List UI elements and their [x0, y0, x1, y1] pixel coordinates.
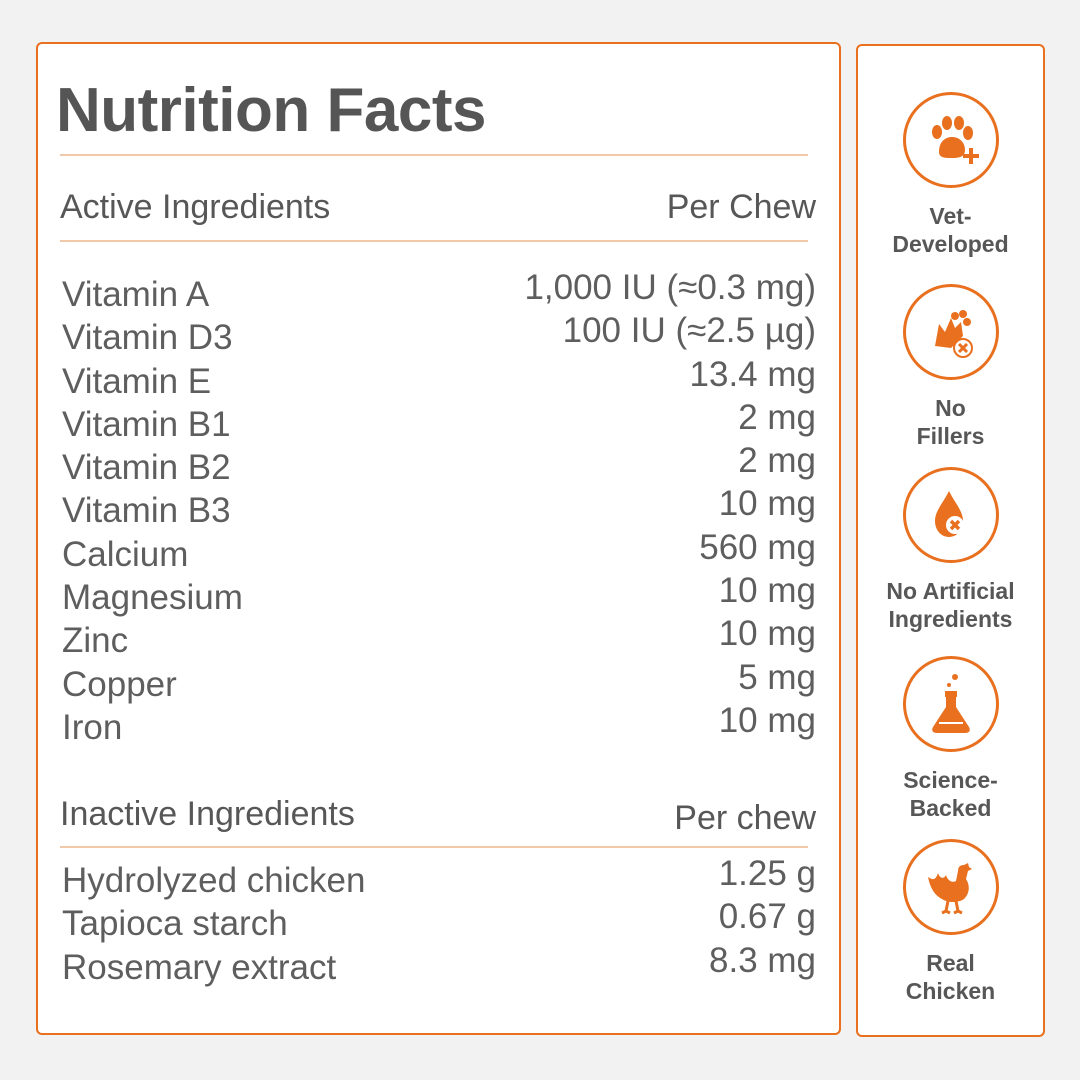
ingredient-amount: 560 mg	[699, 527, 816, 567]
ingredient-name: Rosemary extract	[62, 947, 337, 987]
ingredient-row: Vitamin D3 100 IU (≈2.5 µg)	[60, 313, 816, 356]
active-ingredients-label: Active Ingredients	[60, 188, 331, 226]
badge-real-chicken: Real Chicken	[858, 839, 1043, 1005]
ingredient-name: Tapioca starch	[62, 904, 288, 944]
active-header-divider	[60, 240, 808, 242]
active-ingredients-list: Vitamin A 1,000 IU (≈0.3 mg) Vitamin D3 10…	[60, 270, 816, 746]
ingredient-row: Copper 5 mg	[60, 660, 816, 703]
ingredient-name: Hydrolyzed chicken	[62, 861, 366, 900]
badge-label-line1: Vet-	[929, 203, 972, 229]
chicken-icon	[902, 839, 999, 935]
ingredient-row: Vitamin B1 2 mg	[60, 400, 816, 443]
ingredient-amount: 1.25 g	[718, 854, 816, 893]
ingredient-amount: 13.4 mg	[689, 354, 816, 394]
ingredient-row: Vitamin B2 2 mg	[60, 443, 816, 486]
ingredient-name: Zinc	[62, 621, 129, 661]
benefits-panel: Vet- Developed No Fillers No Artificial Ing…	[856, 44, 1045, 1037]
ingredient-amount: 10 mg	[718, 700, 816, 740]
ingredient-name: Calcium	[62, 534, 189, 574]
ingredient-name: Vitamin B1	[62, 404, 231, 444]
ingredient-row: Vitamin E 13.4 mg	[60, 357, 816, 400]
ingredient-name: Vitamin E	[62, 361, 212, 401]
ingredient-name: Vitamin B2	[62, 448, 231, 488]
inactive-header-divider	[60, 846, 808, 848]
ingredient-row: Zinc 10 mg	[60, 616, 816, 659]
badge-label-line1: Real	[926, 950, 975, 976]
nutrition-facts-panel: Nutrition Facts Active Ingredients Per C…	[36, 42, 841, 1035]
active-unit-label: Per Chew	[666, 188, 816, 226]
drop-x-icon	[902, 467, 999, 563]
badge-vet-developed: Vet- Developed	[858, 92, 1043, 258]
ingredient-amount: 10 mg	[718, 614, 816, 654]
ingredient-row: Hydrolyzed chicken 1.25 g	[60, 856, 816, 899]
inactive-ingredients-list: Hydrolyzed chicken 1.25 g Tapioca starch 0…	[60, 856, 816, 986]
ingredient-name: Copper	[62, 664, 177, 704]
ingredient-row: Iron 10 mg	[60, 703, 816, 746]
ingredient-amount: 8.3 mg	[709, 940, 816, 980]
badge-label-line1: No Artificial	[886, 578, 1015, 604]
ingredient-name: Iron	[62, 707, 123, 747]
page-title: Nutrition Facts	[56, 76, 486, 145]
ingredient-amount: 5 mg	[738, 657, 816, 697]
badge-label-line1: No	[935, 395, 966, 421]
badge-label-line2: Fillers	[916, 423, 985, 449]
badge-no-artificial: No Artificial Ingredients	[858, 467, 1043, 633]
flask-icon	[902, 656, 999, 752]
no-fillers-icon	[902, 284, 999, 380]
inactive-unit-label: Per chew	[674, 799, 816, 837]
inactive-ingredients-label: Inactive Ingredients	[60, 795, 355, 833]
ingredient-amount: 0.67 g	[718, 897, 816, 937]
ingredient-row: Magnesium 10 mg	[60, 573, 816, 616]
ingredient-amount: 1,000 IU (≈0.3 mg)	[524, 268, 816, 307]
ingredient-row: Vitamin A 1,000 IU (≈0.3 mg)	[60, 270, 816, 313]
badge-label-line2: Developed	[892, 231, 1009, 257]
title-divider	[60, 154, 808, 156]
paw-plus-icon	[902, 92, 999, 188]
ingredient-name: Vitamin A	[62, 275, 210, 314]
ingredient-amount: 100 IU (≈2.5 µg)	[562, 311, 816, 351]
ingredient-row: Calcium 560 mg	[60, 530, 816, 573]
ingredient-amount: 2 mg	[738, 397, 816, 437]
ingredient-name: Vitamin B3	[62, 491, 231, 531]
badge-label-line2: Chicken	[905, 978, 996, 1004]
badge-label-line2: Backed	[909, 795, 992, 821]
badge-science-backed: Science- Backed	[858, 656, 1043, 822]
badge-no-fillers: No Fillers	[858, 284, 1043, 450]
badge-label-line1: Science-	[903, 767, 998, 793]
ingredient-name: Vitamin D3	[62, 318, 233, 358]
ingredient-amount: 10 mg	[718, 571, 816, 611]
badge-label-line2: Ingredients	[888, 606, 1013, 632]
ingredient-amount: 2 mg	[738, 441, 816, 481]
ingredient-row: Tapioca starch 0.67 g	[60, 899, 816, 942]
ingredient-row: Vitamin B3 10 mg	[60, 486, 816, 529]
ingredient-name: Magnesium	[62, 578, 243, 618]
ingredient-amount: 10 mg	[718, 484, 816, 524]
ingredient-row: Rosemary extract 8.3 mg	[60, 943, 816, 986]
